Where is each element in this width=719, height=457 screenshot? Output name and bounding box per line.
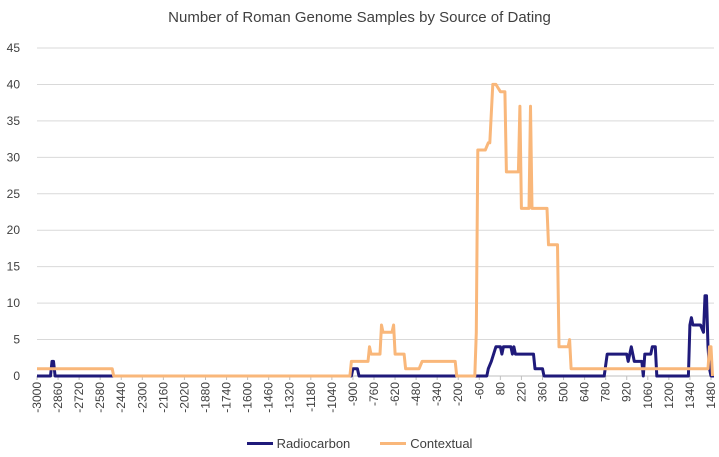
- x-tick-label-1200: 1200: [662, 382, 676, 409]
- x-tick-label--620: -620: [388, 382, 402, 406]
- x-tick-label-220: 220: [514, 382, 528, 402]
- x-tick-label-780: 780: [599, 382, 613, 402]
- y-tick-label-10: 10: [7, 296, 21, 310]
- x-tick-label--1320: -1320: [283, 382, 297, 413]
- y-tick-label-25: 25: [7, 187, 21, 201]
- x-tick-label--2020: -2020: [177, 382, 191, 413]
- legend-swatch-radiocarbon: [246, 442, 273, 445]
- y-tick-label-40: 40: [7, 77, 21, 91]
- x-tick-label--340: -340: [430, 382, 444, 406]
- x-tick-label--2720: -2720: [72, 382, 86, 413]
- x-tick-label--2160: -2160: [156, 382, 170, 413]
- x-tick-label--2300: -2300: [135, 382, 149, 413]
- x-tick-label-1480: 1480: [704, 382, 718, 409]
- x-tick-label-920: 920: [620, 382, 634, 402]
- x-tick-label--3000: -3000: [30, 382, 44, 413]
- x-tick-label--900: -900: [346, 382, 360, 406]
- x-tick-label--200: -200: [451, 382, 465, 406]
- legend-swatch-contextual: [380, 442, 407, 445]
- y-tick-label-0: 0: [13, 369, 20, 383]
- series-lines: [37, 82, 714, 378]
- x-tick-label-1340: 1340: [683, 382, 697, 409]
- x-tick-label-640: 640: [578, 382, 592, 402]
- y-tick-label-30: 30: [7, 150, 21, 164]
- series-line-radiocarbon: [37, 294, 714, 378]
- tick-labels: 0 5 10 15 20 25 30 35 40 45 -3000 -2860 -2720 -2580 -2…: [7, 41, 718, 413]
- x-tick-label-1060: 1060: [641, 382, 655, 409]
- y-tick-label-15: 15: [7, 260, 21, 274]
- y-tick-label-20: 20: [7, 223, 21, 237]
- x-tick-label--2440: -2440: [114, 382, 128, 413]
- legend-label-radiocarbon: Radiocarbon: [276, 436, 351, 451]
- x-tick-label--2580: -2580: [93, 382, 107, 413]
- series-line-contextual: [37, 82, 714, 378]
- x-tick-label--2860: -2860: [51, 382, 65, 413]
- legend: Radiocarbon Contextual: [0, 436, 719, 451]
- legend-item-radiocarbon: Radiocarbon: [246, 436, 351, 451]
- x-tick-label-360: 360: [535, 382, 549, 402]
- x-tick-label--760: -760: [367, 382, 381, 406]
- y-tick-label-35: 35: [7, 114, 21, 128]
- x-tick-label-80: 80: [493, 382, 507, 396]
- x-tick-label--60: -60: [472, 382, 486, 400]
- chart-title: Number of Roman Genome Samples by Source…: [168, 9, 551, 26]
- legend-label-contextual: Contextual: [410, 436, 473, 451]
- x-tick-label--1040: -1040: [325, 382, 339, 413]
- x-tick-label--1600: -1600: [241, 382, 255, 413]
- x-tick-label--1740: -1740: [220, 382, 234, 413]
- y-tick-label-5: 5: [13, 333, 20, 347]
- x-tick-label--1460: -1460: [262, 382, 276, 413]
- y-tick-label-45: 45: [7, 41, 21, 55]
- x-tick-label-500: 500: [557, 382, 571, 402]
- legend-item-contextual: Contextual: [380, 436, 472, 451]
- x-tick-label--1180: -1180: [304, 382, 318, 412]
- grid-lines: [37, 47, 714, 341]
- x-tick-label--480: -480: [409, 382, 423, 406]
- x-tick-label--1880: -1880: [198, 382, 212, 413]
